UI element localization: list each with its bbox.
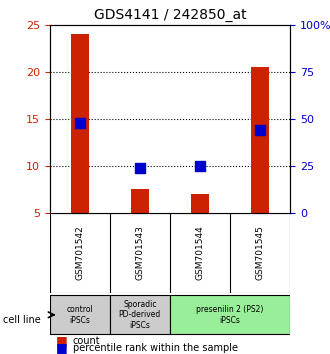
FancyBboxPatch shape [50, 296, 110, 334]
Text: percentile rank within the sample: percentile rank within the sample [73, 343, 238, 353]
Text: control
iPSCs: control iPSCs [66, 305, 93, 325]
FancyBboxPatch shape [110, 296, 170, 334]
Text: presenilin 2 (PS2)
iPSCs: presenilin 2 (PS2) iPSCs [196, 305, 264, 325]
Text: GSM701542: GSM701542 [75, 225, 84, 280]
Bar [191, 194, 209, 213]
Point [197, 163, 203, 169]
Bar [71, 34, 89, 213]
Text: GSM701543: GSM701543 [135, 225, 144, 280]
Text: cell line: cell line [3, 315, 41, 325]
Bar [131, 189, 149, 213]
Text: GSM701544: GSM701544 [196, 225, 205, 280]
FancyBboxPatch shape [170, 296, 290, 334]
Point [137, 165, 143, 171]
Title: GDS4141 / 242850_at: GDS4141 / 242850_at [94, 8, 246, 22]
Bar [251, 67, 269, 213]
Text: GSM701545: GSM701545 [256, 225, 265, 280]
Text: Sporadic
PD-derived
iPSCs: Sporadic PD-derived iPSCs [119, 300, 161, 330]
Point [77, 120, 82, 125]
Text: count: count [73, 336, 100, 346]
Text: ■: ■ [56, 341, 68, 354]
Text: ■: ■ [56, 334, 68, 347]
Point [258, 127, 263, 133]
